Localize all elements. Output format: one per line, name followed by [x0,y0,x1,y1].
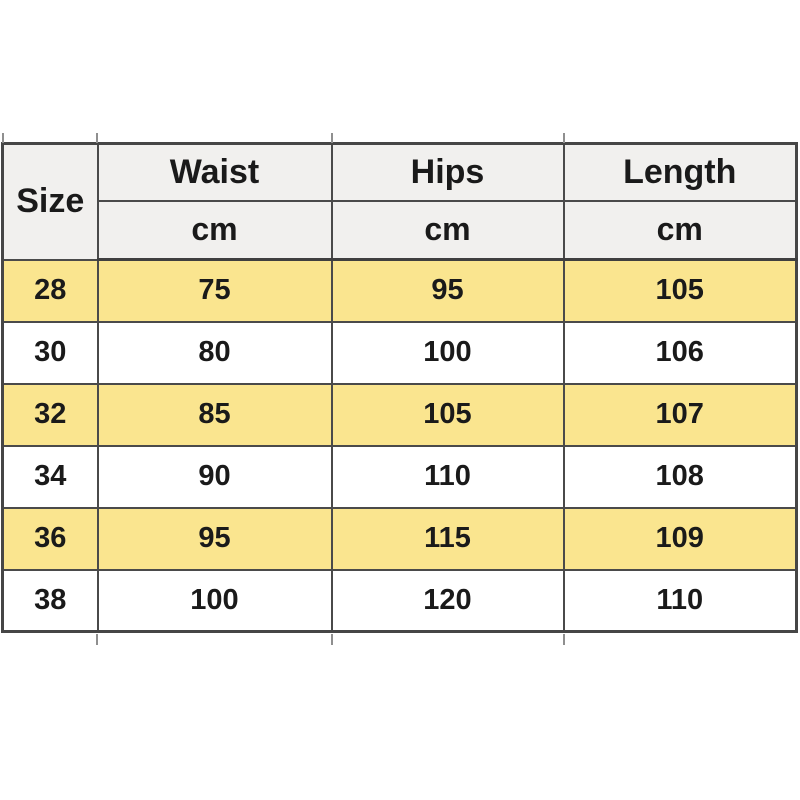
table-row-size-28: 28 75 95 105 [1,258,798,323]
gridline-artifact [2,133,4,143]
gridline-artifact [331,634,333,645]
unit-label-hips: cm [330,199,565,261]
length-cell: 110 [562,568,798,633]
waist-cell: 95 [96,506,333,571]
column-header-length: Length [562,142,798,202]
length-cell: 109 [562,506,798,571]
size-cell: 34 [1,444,99,509]
table-row-size-34: 34 90 110 108 [1,444,798,509]
waist-cell: 75 [96,258,333,323]
size-cell: 38 [1,568,99,633]
header-unit-row: cm cm cm [3,199,798,261]
hips-cell: 95 [330,258,565,323]
hips-cell: 110 [330,444,565,509]
gridline-artifact [331,133,333,143]
column-header-hips: Hips [330,142,565,202]
size-cell: 30 [1,320,99,385]
unit-label-waist: cm [96,199,333,261]
waist-cell: 90 [96,444,333,509]
hips-cell: 120 [330,568,565,633]
length-cell: 106 [562,320,798,385]
size-cell: 32 [1,382,99,447]
table-row-size-36: 36 95 115 109 [1,506,798,571]
size-cell: 28 [1,258,99,323]
table-row-size-30: 30 80 100 106 [1,320,798,385]
header-label-row: Size Waist Hips Length [1,142,798,261]
table-row-size-32: 32 85 105 107 [1,382,798,447]
length-cell: 105 [562,258,798,323]
hips-cell: 100 [330,320,565,385]
gridline-artifact [563,133,565,143]
gridline-artifact [96,133,98,143]
table-row-size-38: 38 100 120 110 [1,568,798,633]
gridline-artifact [96,634,98,645]
column-header-waist: Waist [96,142,333,202]
unit-label-length: cm [562,199,798,261]
length-cell: 107 [562,382,798,447]
waist-cell: 100 [96,568,333,633]
table-body: 28 75 95 105 30 80 100 106 32 85 105 107… [1,258,798,633]
hips-cell: 115 [330,506,565,571]
table-header: Size Waist Hips Length cm cm cm [1,142,798,261]
size-cell: 36 [1,506,99,571]
gridline-artifact [563,634,565,645]
size-chart-table: Size Waist Hips Length cm cm cm 28 75 95… [1,142,798,633]
hips-cell: 105 [330,382,565,447]
waist-cell: 80 [96,320,333,385]
waist-cell: 85 [96,382,333,447]
length-cell: 108 [562,444,798,509]
column-header-size: Size [1,142,99,261]
